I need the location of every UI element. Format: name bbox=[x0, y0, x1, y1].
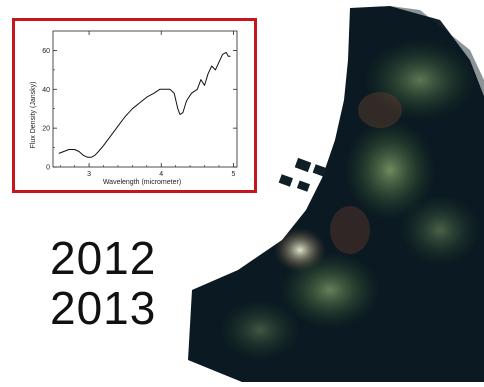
spectrum-chart: 3 4 5 0 20 40 60 Wavelength (micrometer) Flux … bbox=[30, 30, 238, 186]
plot-area-frame bbox=[52, 30, 238, 168]
x-axis-label: Wavelength (micrometer) bbox=[103, 179, 181, 186]
x-tick-label: 3 bbox=[87, 171, 91, 178]
year-caption: 2012 2013 bbox=[50, 233, 170, 333]
year-2013-label: 2013 bbox=[50, 282, 157, 334]
y-axis-label: Flux Density (Jansky) bbox=[30, 82, 37, 149]
y-tick-label: 20 bbox=[42, 126, 50, 133]
x-tick-label: 4 bbox=[159, 171, 163, 178]
year-2012-label: 2012 bbox=[50, 232, 157, 284]
y-tick-label: 40 bbox=[42, 87, 50, 94]
spectrum-line bbox=[58, 51, 231, 158]
y-tick-label: 60 bbox=[42, 48, 50, 55]
y-tick-label: 0 bbox=[46, 165, 50, 172]
x-tick-label: 5 bbox=[231, 171, 235, 178]
spectrum-inset-frame: 3 4 5 0 20 40 60 Wavelength (micrometer) Flux … bbox=[12, 18, 257, 193]
